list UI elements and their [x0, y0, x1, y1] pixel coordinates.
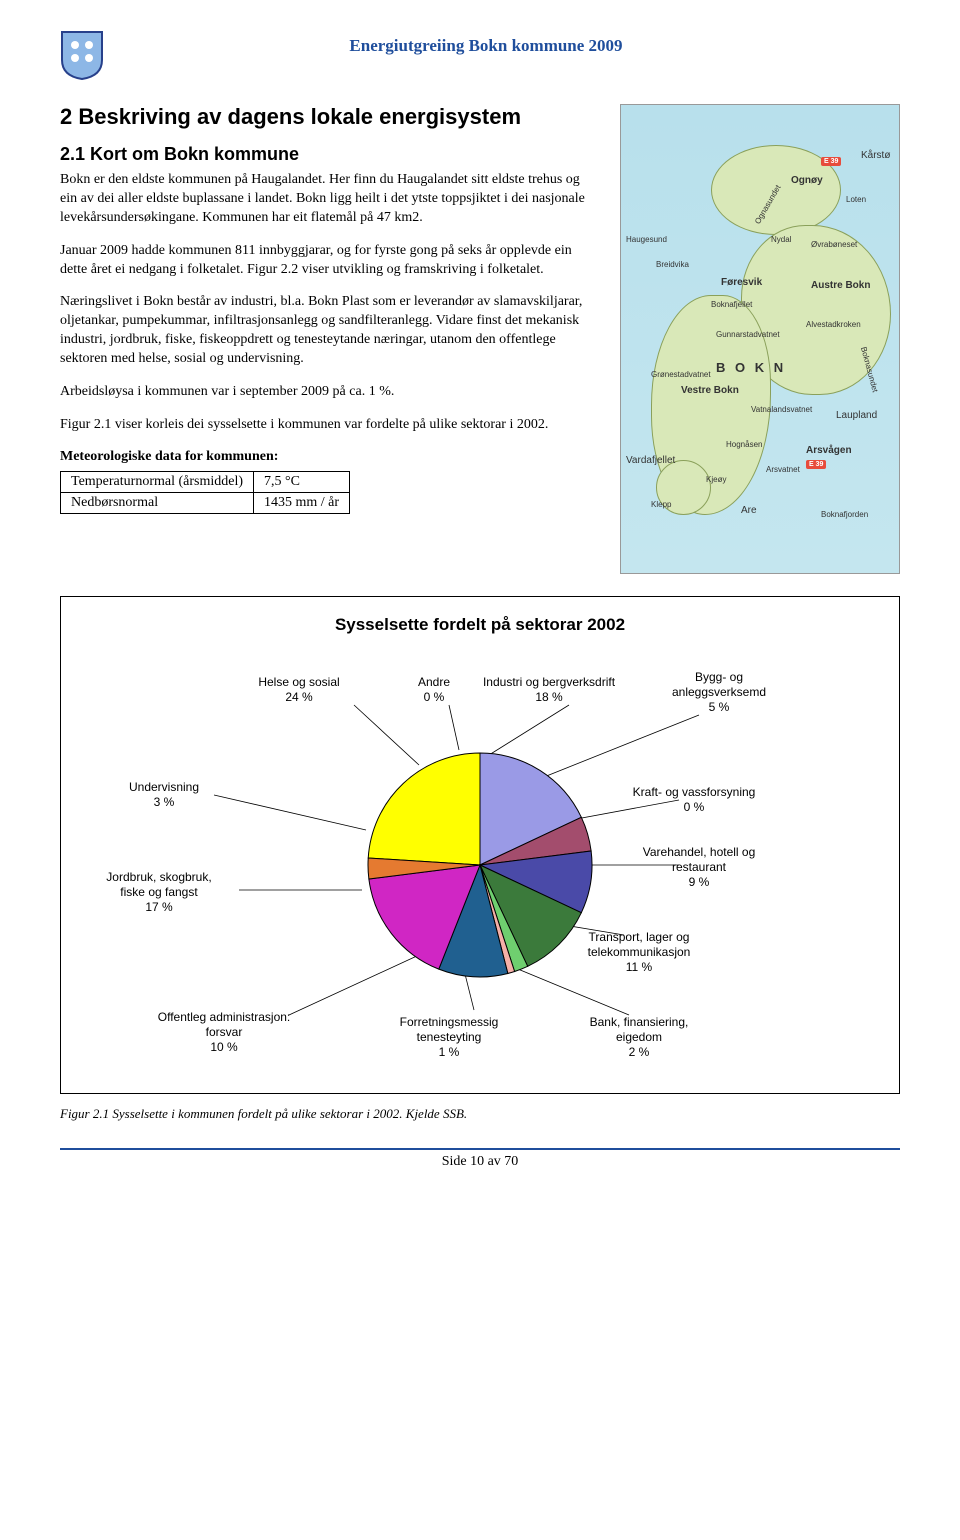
map-region-label: B O K N — [716, 360, 786, 375]
pie-label: Andre0 % — [418, 675, 450, 705]
pie-chart: Helse og sosial24 % Andre0 % Industri og b… — [79, 655, 881, 1075]
map-place-label: Vatnalandsvatnet — [751, 405, 812, 414]
meteo-heading: Meteorologiske data for kommunen: — [60, 449, 600, 465]
paragraph: Bokn er den eldste kommunen på Haugaland… — [60, 171, 600, 228]
municipal-logo — [60, 30, 104, 80]
paragraph: Næringslivet i Bokn består av industri, … — [60, 293, 600, 369]
map-place-label: Arsvågen — [806, 445, 852, 456]
map-place-label: Hognåsen — [726, 440, 762, 449]
pie-label: Varehandel, hotell ogrestaurant9 % — [643, 845, 756, 890]
map-place-label: Klepp — [651, 500, 671, 509]
document-title: Energiutgreiing Bokn kommune 2009 — [116, 30, 900, 56]
map-place-label: Haugesund — [626, 235, 667, 244]
meteo-cell: 7,5 °C — [254, 471, 350, 492]
map-place-label: Boknafjellet — [711, 300, 752, 309]
map-place-label: Vestre Bokn — [681, 385, 739, 396]
leader-line — [449, 705, 459, 750]
pie-label: Undervisning3 % — [129, 780, 199, 810]
pie-label: Kraft- og vassforsyning0 % — [633, 785, 756, 815]
pie-label: Industri og bergverksdrift18 % — [483, 675, 615, 705]
pie-slice — [368, 753, 480, 865]
table-row: Temperaturnormal (årsmiddel) 7,5 °C — [61, 471, 350, 492]
table-row: Nedbørsnormal 1435 mm / år — [61, 492, 350, 513]
paragraph: Figur 2.1 viser korleis dei sysselsette … — [60, 416, 600, 435]
meteo-table: Temperaturnormal (årsmiddel) 7,5 °C Nedb… — [60, 471, 350, 514]
pie-label: Bygg- oganleggsverksemd5 % — [672, 670, 766, 715]
meteo-cell: 1435 mm / år — [254, 492, 350, 513]
map-place-label: Gunnarstadvatnet — [716, 330, 780, 339]
map-place-label: Are — [741, 505, 757, 516]
map-place-label: Føresvik — [721, 277, 762, 288]
pie-label: Transport, lager ogtelekommunikasjon11 % — [588, 930, 691, 975]
map-place-label: Laupland — [836, 410, 877, 421]
meteo-cell: Nedbørsnormal — [61, 492, 254, 513]
map-place-label: Vardafjellet — [626, 455, 675, 466]
pie-label: Jordbruk, skogbruk,fiske og fangst17 % — [106, 870, 211, 915]
map-place-label: Øvrabøneset — [811, 240, 857, 249]
pie-label: Bank, finansiering,eigedom2 % — [590, 1015, 689, 1060]
map-place-label: Austre Bokn — [811, 280, 870, 291]
map-place-label: Loten — [846, 195, 866, 204]
pie-svg — [365, 750, 595, 980]
subsection-heading: 2.1 Kort om Bokn kommune — [60, 144, 600, 165]
pie-chart-container: Sysselsette fordelt på sektorar 2002 Hel… — [60, 596, 900, 1094]
bokn-map: B O K N E 39 E 39 Ognøy Austre Bokn Vest… — [620, 104, 900, 574]
paragraph: Januar 2009 hadde kommunen 811 innbyggja… — [60, 242, 600, 280]
pie-label: Forretningsmessigtenesteyting1 % — [400, 1015, 499, 1060]
pie-label: Helse og sosial24 % — [258, 675, 339, 705]
page-header: Energiutgreiing Bokn kommune 2009 — [60, 30, 900, 80]
pie-label: Offentleg administrasjon:forsvar10 % — [158, 1010, 291, 1055]
road-badge: E 39 — [806, 460, 826, 469]
map-place-label: Kårstø — [861, 150, 890, 161]
map-place-label: Boknafjorden — [821, 510, 868, 519]
map-place-label: Breidvika — [656, 260, 689, 269]
map-place-label: Arsvatnet — [766, 465, 800, 474]
map-place-label: Grønestadvatnet — [651, 370, 711, 379]
figure-caption: Figur 2.1 Sysselsette i kommunen fordelt… — [60, 1106, 900, 1122]
leader-line — [489, 705, 569, 755]
leader-line — [214, 795, 366, 830]
section-heading: 2 Beskriving av dagens lokale energisyst… — [60, 104, 600, 130]
map-place-label: Nydal — [771, 235, 791, 244]
meteo-cell: Temperaturnormal (årsmiddel) — [61, 471, 254, 492]
chart-title: Sysselsette fordelt på sektorar 2002 — [79, 615, 881, 635]
map-place-label: Ognøy — [791, 175, 823, 186]
map-place-label: Kjeøy — [706, 475, 726, 484]
page-footer: Side 10 av 70 — [60, 1148, 900, 1170]
page-number: Side 10 av 70 — [442, 1154, 519, 1169]
map-place-label: Alvestadkroken — [806, 320, 861, 329]
paragraph: Arbeidsløysa i kommunen var i september … — [60, 383, 600, 402]
road-badge: E 39 — [821, 157, 841, 166]
